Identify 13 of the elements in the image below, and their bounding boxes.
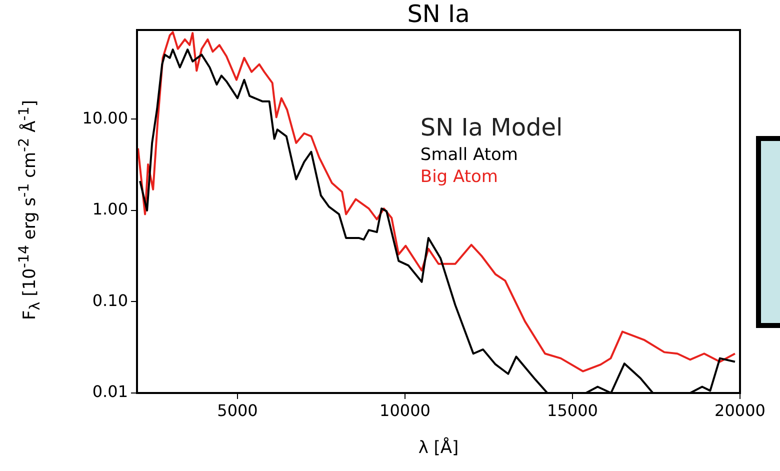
y-tick-label: 1.00 [92, 200, 128, 219]
x-tick-label: 15000 [547, 400, 598, 420]
legend-title: SN Ia Model [420, 113, 563, 142]
x-tick-label: 10000 [380, 400, 430, 420]
text: Small Atom [420, 145, 518, 166]
y-tick-label: 0.10 [92, 290, 128, 310]
x-tick-label: 20000 [714, 400, 766, 420]
y-tick-label: 10.00 [82, 108, 128, 128]
y-tick-label: 0.01 [92, 382, 128, 402]
text: Big Atom [420, 167, 498, 188]
x-tick-label: 5000 [217, 400, 258, 420]
chart-title: SN Ia [406, 0, 471, 28]
x-axis-title: λ [Å] [417, 438, 460, 458]
